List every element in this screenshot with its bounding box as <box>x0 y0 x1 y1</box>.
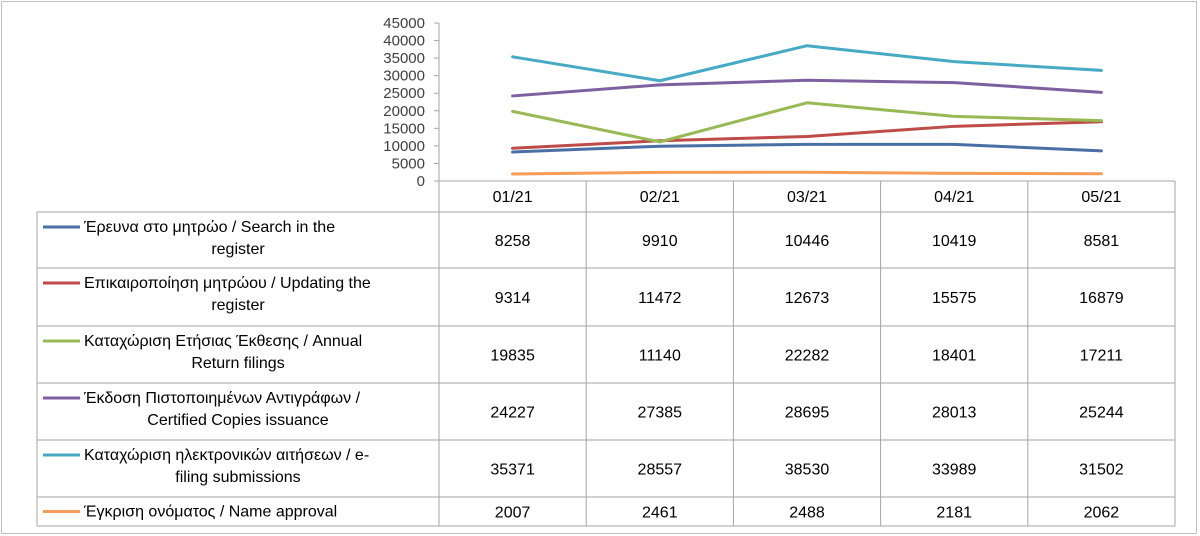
table-cell-value: 2062 <box>1084 505 1120 522</box>
table-cell-value: 15575 <box>932 290 977 307</box>
legend-label: Certified Copies issuance <box>147 412 329 429</box>
table-cell-value: 11472 <box>638 290 681 307</box>
table-cell-value: 28557 <box>638 462 683 479</box>
table-cell-value: 28013 <box>932 405 977 422</box>
series-line <box>511 170 1103 176</box>
table-cell-value: 16879 <box>1079 290 1124 307</box>
y-tick-label: 25000 <box>383 85 425 102</box>
x-tick-label: 05/21 <box>1081 189 1121 206</box>
table-cell-value: 27385 <box>638 405 683 422</box>
legend-label: Έρευνα στο μητρώο / Search in the <box>83 219 335 236</box>
table-cell-value: 17211 <box>1080 348 1123 365</box>
table-cell-value: 9910 <box>642 233 678 250</box>
table-cell-value: 2007 <box>495 505 531 522</box>
y-tick-label: 10000 <box>383 138 425 155</box>
table-cell-value: 10446 <box>785 233 830 250</box>
table-cell-value: 9314 <box>495 290 531 307</box>
legend-label: Καταχώριση Ετήσιας Έκθεσης / Annual <box>84 333 362 350</box>
table-cell-value: 28695 <box>785 405 830 422</box>
x-tick-label: 03/21 <box>787 189 827 206</box>
series-line <box>511 142 1103 154</box>
series-line <box>511 120 1103 150</box>
table-cell-value: 2181 <box>936 505 972 522</box>
y-tick-label: 45000 <box>383 15 425 32</box>
table-cell-value: 25244 <box>1079 405 1124 422</box>
y-tick-label: 20000 <box>383 103 425 120</box>
legend-label: Καταχώριση ηλεκτρονικών αιτήσεων / e- <box>84 447 369 464</box>
series-line <box>511 44 1103 83</box>
legend-label: filing submissions <box>175 469 300 486</box>
series-line <box>511 78 1103 98</box>
table-cell-value: 18401 <box>932 348 977 365</box>
table-cell-value: 12673 <box>785 290 830 307</box>
table-cell-value: 2488 <box>789 505 825 522</box>
y-tick-label: 5000 <box>392 155 425 172</box>
y-tick-label: 40000 <box>383 33 425 50</box>
series-line <box>511 101 1103 144</box>
legend-label: register <box>211 297 265 314</box>
table-cell-value: 11140 <box>639 348 681 365</box>
table-cell-value: 10419 <box>932 233 977 250</box>
y-tick-label: 15000 <box>383 120 425 137</box>
table-cell-value: 2461 <box>642 505 678 522</box>
legend-label: Επικαιροποίηση μητρώου / Updating the <box>84 275 371 292</box>
table-cell-value: 38530 <box>785 462 830 479</box>
table-cell-value: 33989 <box>932 462 977 479</box>
table-cell-value: 31502 <box>1079 462 1124 479</box>
legend-label: Έγκριση ονόματος / Name approval <box>83 504 337 521</box>
y-tick-label: 0 <box>417 173 425 190</box>
legend-label: Έκδοση Πιστοποιημένων Αντιγράφων / <box>83 390 361 407</box>
x-tick-label: 01/21 <box>493 189 533 206</box>
legend-label: register <box>211 241 265 258</box>
table-cell-value: 24227 <box>490 405 535 422</box>
table-cell-value: 8258 <box>495 233 531 250</box>
x-tick-label: 04/21 <box>934 189 974 206</box>
table-cell-value: 35371 <box>490 462 535 479</box>
table-cell-value: 22282 <box>785 348 830 365</box>
x-tick-label: 02/21 <box>640 189 680 206</box>
y-tick-label: 35000 <box>383 50 425 67</box>
legend-label: Return filings <box>191 355 284 372</box>
table-cell-value: 19835 <box>490 348 535 365</box>
table-cell-value: 8581 <box>1084 233 1120 250</box>
y-tick-label: 30000 <box>383 68 425 85</box>
